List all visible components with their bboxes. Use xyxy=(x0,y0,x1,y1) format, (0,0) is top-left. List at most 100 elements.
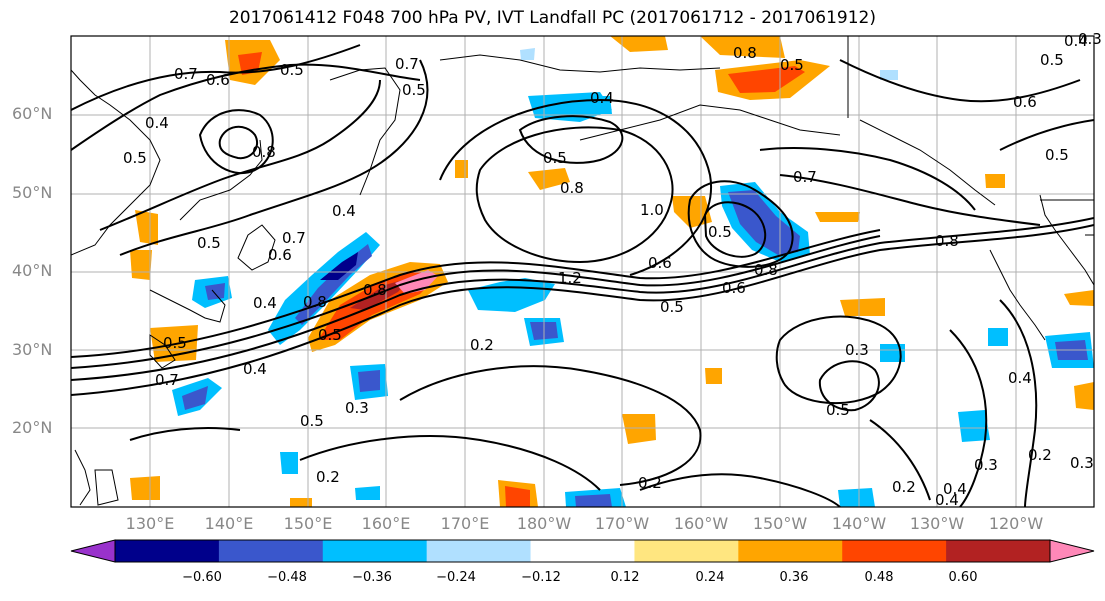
contour-label: 0.7 xyxy=(282,229,306,247)
lon-label: 170°W xyxy=(594,514,650,533)
colorbar-segment xyxy=(530,540,635,562)
positive-anomaly-patch xyxy=(395,270,438,294)
contour-label: 0.4 xyxy=(145,114,169,132)
negative-anomaly-patch xyxy=(280,452,298,474)
contour-label: 0.6 xyxy=(268,246,292,264)
contour-label: 0.5 xyxy=(1045,146,1069,164)
positive-anomaly-patch xyxy=(505,486,530,507)
positive-anomaly-patch xyxy=(700,36,785,58)
contour-label: 0.2 xyxy=(638,474,662,492)
contour-label: 0.8 xyxy=(560,179,584,197)
contour-label: 0.7 xyxy=(174,65,198,83)
positive-anomaly-patch xyxy=(705,368,722,384)
lon-label: 150°W xyxy=(752,514,808,533)
positive-anomaly-patch xyxy=(985,174,1005,188)
negative-anomaly-patch xyxy=(355,486,380,500)
negative-anomaly-patch xyxy=(182,386,208,410)
lat-label: 30°N xyxy=(12,340,53,359)
positive-anomaly-patch xyxy=(1064,290,1094,306)
contour-label: 0.5 xyxy=(780,56,804,74)
lat-label: 50°N xyxy=(12,183,53,202)
contour-label: 0.6 xyxy=(206,71,230,89)
colorbar-tick-label: −0.60 xyxy=(182,570,222,585)
colorbar-tick-label: 0.24 xyxy=(695,570,725,585)
contour-label: 0.5 xyxy=(300,412,324,430)
contour-label: 0.7 xyxy=(793,168,817,186)
negative-anomaly-patch xyxy=(575,494,612,507)
contour-label: 0.3 xyxy=(845,341,869,359)
colorbar-high-extension xyxy=(1049,539,1095,563)
contour-label: 0.7 xyxy=(395,55,419,73)
contour-label: 0.5 xyxy=(660,298,684,316)
contour-label: 0.8 xyxy=(303,293,327,311)
lon-label: 180°W xyxy=(516,514,572,533)
contour-label: 0.2 xyxy=(892,478,916,496)
negative-anomaly-patch xyxy=(468,278,555,312)
contour-label: 0.4 xyxy=(243,360,267,378)
coastlines xyxy=(71,36,1094,506)
contour-label: 0.6 xyxy=(1013,93,1037,111)
negative-anomaly-patch xyxy=(358,370,380,392)
contour-label: 0.5 xyxy=(402,81,426,99)
contour-label: 0.4 xyxy=(332,202,356,220)
contour-label: 0.7 xyxy=(155,371,179,389)
contour-label: 0.8 xyxy=(363,281,387,299)
positive-anomaly-patch xyxy=(815,212,860,222)
contour-label: 0.5 xyxy=(543,149,567,167)
colorbar-segment xyxy=(115,540,220,562)
contour-labels: 0.7 0.6 0.5 0.7 0.5 0.8 0.5 0.4 0.4 0.6 … xyxy=(123,30,1102,509)
contour-label: 0.4 xyxy=(1064,32,1088,50)
contour-label: 0.4 xyxy=(1008,369,1032,387)
colorbar-segment xyxy=(842,540,947,562)
colorbar-segment xyxy=(634,540,739,562)
lon-label: 170°E xyxy=(440,514,490,533)
colorbar-tick-label: −0.36 xyxy=(352,570,392,585)
colorbar-segment xyxy=(738,540,843,562)
positive-anomaly-patch xyxy=(130,476,160,500)
lon-label: 140°E xyxy=(204,514,254,533)
contour-label: 0.3 xyxy=(1070,454,1094,472)
contour-label: 0.4 xyxy=(943,480,967,498)
contour-label: 0.5 xyxy=(826,401,850,419)
colorbar-low-extension xyxy=(70,539,116,563)
negative-anomaly-patch xyxy=(320,252,358,280)
contour-label: 0.2 xyxy=(1028,446,1052,464)
contour-label: 0.5 xyxy=(318,326,342,344)
lat-label: 20°N xyxy=(12,418,53,437)
negative-anomaly-patch xyxy=(880,70,898,80)
contour-label: 0.8 xyxy=(935,232,959,250)
negative-anomaly-patch xyxy=(205,283,225,300)
contour-label: 0.5 xyxy=(123,149,147,167)
lon-label: 130°W xyxy=(909,514,965,533)
positive-anomaly-patch xyxy=(290,498,312,507)
contour-label: 0.5 xyxy=(1040,51,1064,69)
contour-label: 0.5 xyxy=(163,334,187,352)
contour-label: 0.6 xyxy=(648,254,672,272)
contour-label: 0.5 xyxy=(197,234,221,252)
positive-anomaly-patch xyxy=(1074,382,1094,410)
negative-anomaly-patch xyxy=(880,344,905,362)
negative-anomaly-patch xyxy=(520,48,535,60)
contour-label: 0.3 xyxy=(1078,30,1102,48)
positive-anomaly-patch xyxy=(728,66,805,93)
contour-label: 0.5 xyxy=(280,61,304,79)
lat-label: 60°N xyxy=(12,104,53,123)
pv-contours xyxy=(71,44,1094,507)
positive-anomaly-patch xyxy=(455,160,468,178)
colorbar-tick-label: −0.24 xyxy=(436,570,476,585)
contour-label: 0.8 xyxy=(754,261,778,279)
colorbar-tick-label: 0.48 xyxy=(864,570,894,585)
contour-label: 0.5 xyxy=(708,223,732,241)
map-title: 2017061412 F048 700 hPa PV, IVT Landfall… xyxy=(228,8,876,28)
colorbar-tick-label: −0.48 xyxy=(267,570,307,585)
contour-label: 0.4 xyxy=(590,89,614,107)
negative-anomaly-patch xyxy=(958,410,990,442)
lon-label: 160°E xyxy=(361,514,411,533)
colorbar-segment xyxy=(218,540,324,562)
contour-label: 0.3 xyxy=(345,399,369,417)
colorbar-segment xyxy=(946,540,1051,562)
contour-label: 1.0 xyxy=(640,201,664,219)
lat-label: 40°N xyxy=(12,261,53,280)
colorbar-tick-label: −0.12 xyxy=(521,570,561,585)
positive-anomaly-patch xyxy=(840,298,885,316)
